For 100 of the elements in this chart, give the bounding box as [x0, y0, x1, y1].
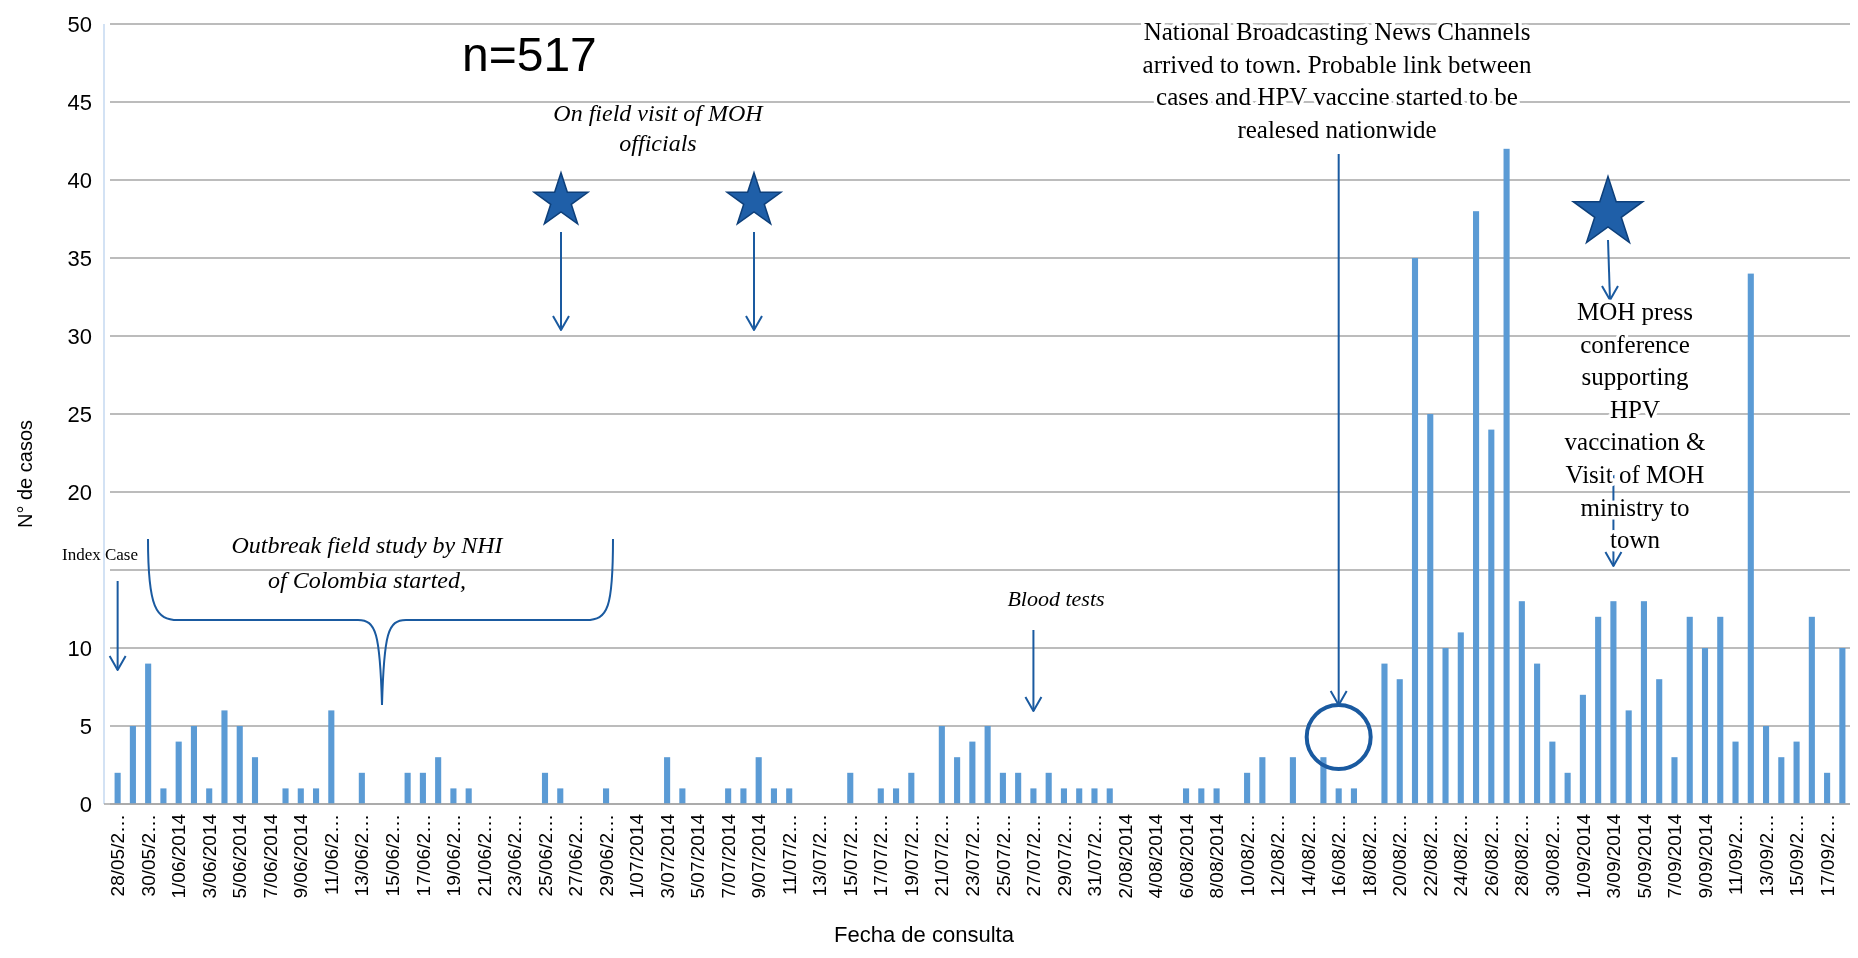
x-tick-label: 23/06/2…: [504, 814, 526, 897]
x-tick-label: 22/08/2…: [1419, 814, 1441, 897]
x-tick-label: 13/06/2…: [351, 814, 373, 897]
x-tick-label: 19/07/2…: [900, 814, 922, 897]
y-axis-title: N° de casos: [14, 419, 36, 529]
bar: [1763, 726, 1770, 804]
bar: [1259, 757, 1266, 804]
bar: [1381, 663, 1388, 804]
x-tick-label: 15/09/2…: [1786, 814, 1808, 897]
bar: [1091, 788, 1098, 804]
x-tick-label: 19/06/2…: [443, 814, 465, 897]
x-tick-label: 6/08/2014: [1175, 813, 1197, 899]
x-tick-label: 7/07/2014: [717, 813, 739, 899]
x-tick-label: 11/09/2…: [1725, 814, 1747, 895]
x-tick-label: 18/08/2…: [1358, 814, 1380, 897]
x-tick-label: 25/07/2…: [992, 814, 1014, 897]
x-tick-label: 1/07/2014: [626, 813, 648, 899]
x-tick-label: 2/08/2014: [1114, 813, 1136, 899]
bar: [1564, 772, 1571, 804]
x-tick-label: 11/07/2…: [778, 814, 800, 895]
bar: [1411, 258, 1419, 804]
bar: [1457, 632, 1464, 804]
x-tick-label: 1/09/2014: [1572, 813, 1594, 899]
bar: [541, 772, 549, 804]
y-tick-label: 30: [67, 323, 92, 349]
x-tick-label: 26/08/2…: [1480, 814, 1502, 897]
bar: [1717, 616, 1724, 804]
bar: [1076, 788, 1083, 804]
bar: [129, 726, 136, 804]
y-tick-label: 45: [67, 89, 92, 115]
x-tick-label: 3/06/2014: [198, 813, 220, 899]
bar: [1198, 788, 1205, 804]
x-tick-label: 7/06/2014: [259, 813, 281, 899]
bar: [984, 726, 991, 804]
x-tick-label: 20/08/2…: [1389, 814, 1411, 897]
bar: [1244, 772, 1251, 804]
bar: [1732, 741, 1739, 804]
x-tick-label: 24/08/2…: [1450, 814, 1472, 897]
bar: [679, 788, 686, 804]
bar: [450, 788, 457, 804]
x-tick-label: 9/07/2014: [748, 813, 770, 899]
bar: [297, 788, 304, 804]
bar: [938, 726, 945, 804]
bar: [175, 741, 182, 804]
x-tick-label: 3/09/2014: [1603, 813, 1625, 899]
bar: [465, 788, 472, 804]
x-tick-label: 13/07/2…: [809, 814, 831, 897]
bar: [358, 772, 365, 804]
bar: [1824, 772, 1831, 804]
annotation: Index Case: [61, 545, 139, 564]
bar: [1503, 148, 1510, 804]
x-tick-label: 15/06/2…: [382, 814, 404, 897]
bar: [328, 710, 335, 804]
annotation: National Broadcasting News Channels arrived to town. Probable link between cases and HPV vaccine started to be realesed nationwide: [1142, 18, 1532, 143]
x-tick-label: 29/06/2…: [595, 814, 617, 897]
bar: [1488, 429, 1495, 804]
bar: [1106, 788, 1113, 804]
x-tick-label: 3/07/2014: [656, 813, 678, 899]
x-tick-label: 7/09/2014: [1664, 813, 1686, 899]
bar: [1701, 648, 1709, 804]
x-tick-label: 15/07/2…: [839, 814, 861, 897]
bar: [725, 788, 732, 804]
annotation: On field visit of MOH officials: [553, 100, 765, 156]
x-tick-label: 21/07/2…: [931, 814, 953, 897]
bar: [1335, 788, 1342, 804]
y-tick-label: 0: [79, 791, 92, 817]
x-tick-label: 14/08/2…: [1297, 814, 1319, 897]
bar: [1213, 788, 1220, 804]
bar: [1350, 788, 1357, 804]
bar: [236, 726, 243, 804]
bar: [1610, 601, 1617, 804]
x-tick-label: 27/06/2…: [565, 814, 587, 897]
bar: [190, 726, 197, 804]
x-tick-label: 17/07/2…: [870, 814, 892, 897]
y-tick-label: 5: [79, 713, 92, 739]
bar: [1671, 757, 1678, 804]
x-tick-label: 28/05/2…: [107, 814, 129, 897]
bar: [1625, 710, 1632, 804]
bar: [1060, 788, 1067, 804]
bar: [954, 757, 961, 804]
bar: [1747, 273, 1754, 804]
bar: [1183, 788, 1190, 804]
x-tick-label: 21/06/2…: [473, 814, 495, 897]
bar: [1442, 648, 1449, 804]
bar: [999, 772, 1006, 804]
x-tick-label: 27/07/2…: [1023, 814, 1045, 897]
bar: [419, 772, 426, 804]
x-tick-label: 30/08/2…: [1542, 814, 1564, 897]
annotation: Blood tests: [1007, 586, 1105, 611]
x-tick-label: 9/09/2014: [1694, 813, 1716, 899]
bar: [1640, 601, 1647, 804]
bar: [740, 788, 747, 804]
bar: [206, 788, 213, 804]
bar: [557, 788, 564, 804]
bar: [1534, 663, 1541, 804]
x-tick-label: 29/07/2…: [1053, 814, 1075, 897]
x-tick-label: 31/07/2…: [1084, 814, 1106, 897]
bar: [1595, 616, 1602, 804]
x-axis-title: Fecha de consulta: [834, 922, 1015, 947]
bar: [1656, 679, 1663, 804]
